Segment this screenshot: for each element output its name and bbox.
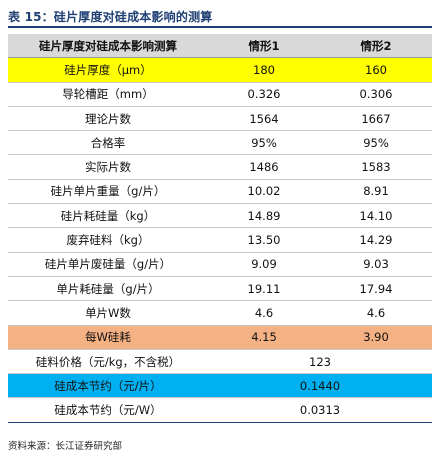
table-row: 导轮槽距（mm） 0.326 0.306 — [8, 82, 432, 107]
header-case2: 情形2 — [320, 34, 432, 59]
row-label: 单片W数 — [8, 300, 208, 326]
row-value-case2: 9.03 — [320, 252, 432, 277]
table-row: 合格率 95% 95% — [8, 130, 432, 156]
row-value-case2: 17.94 — [320, 276, 432, 302]
table-row: 理论片数 1564 1667 — [8, 106, 432, 132]
row-value-case2: 0.306 — [320, 82, 432, 107]
table-row: 单片W数 4.6 4.6 — [8, 300, 432, 326]
row-value-case2: 95% — [320, 130, 432, 156]
row-value-case2: 14.10 — [320, 203, 432, 229]
row-value-case1: 13.50 — [208, 227, 320, 253]
row-value-case2: 3.90 — [320, 325, 432, 350]
header-label: 硅片厚度对硅成本影响测算 — [8, 34, 208, 59]
table-row-saving-per-watt: 硅成本节约（元/W） 0.0313 — [8, 397, 432, 423]
table-row-wafer-thickness: 硅片厚度（μm） 180 160 — [8, 57, 432, 83]
table-header-row: 硅片厚度对硅成本影响测算 情形1 情形2 — [8, 34, 432, 59]
table-row: 硅片耗硅量（kg） 14.89 14.10 — [8, 203, 432, 229]
row-value-case1: 180 — [208, 57, 320, 83]
row-label: 硅片厚度（μm） — [8, 57, 208, 83]
row-value-case1: 1564 — [208, 106, 320, 132]
row-value-case1: 0.326 — [208, 82, 320, 107]
row-label: 每W硅耗 — [8, 325, 208, 350]
table-row: 单片耗硅量（g/片） 19.11 17.94 — [8, 276, 432, 302]
row-value-case1: 19.11 — [208, 276, 320, 302]
row-label: 硅料价格（元/kg，不含税） — [8, 349, 208, 375]
header-case1: 情形1 — [208, 34, 320, 59]
title-divider — [8, 26, 432, 28]
row-value-case2: 14.29 — [320, 227, 432, 253]
row-value-merged: 123 — [208, 349, 432, 375]
row-value-case1: 4.15 — [208, 325, 320, 350]
row-value-merged: 0.0313 — [208, 397, 432, 423]
row-value-case2: 8.91 — [320, 179, 432, 205]
table-row-silicon-per-watt: 每W硅耗 4.15 3.90 — [8, 325, 432, 350]
source-note: 资料来源：长江证券研究部 — [8, 441, 123, 452]
row-value-case2: 1583 — [320, 154, 432, 180]
row-label: 硅成本节约（元/片） — [8, 373, 208, 399]
table-row: 废弃硅料（kg） 13.50 14.29 — [8, 227, 432, 253]
row-value-case1: 1486 — [208, 154, 320, 180]
row-value-case2: 160 — [320, 57, 432, 83]
row-label: 硅片单片废硅量（g/片） — [8, 252, 208, 277]
row-label: 合格率 — [8, 130, 208, 156]
table-row: 硅片单片废硅量（g/片） 9.09 9.03 — [8, 252, 432, 277]
row-value-case1: 14.89 — [208, 203, 320, 229]
row-label: 硅片耗硅量（kg） — [8, 203, 208, 229]
row-value-case2: 4.6 — [320, 300, 432, 326]
row-label: 硅片单片重量（g/片） — [8, 179, 208, 205]
row-label: 实际片数 — [8, 154, 208, 180]
row-label: 废弃硅料（kg） — [8, 227, 208, 253]
row-label: 单片耗硅量（g/片） — [8, 276, 208, 302]
table-row: 硅片单片重量（g/片） 10.02 8.91 — [8, 179, 432, 205]
row-value-case1: 4.6 — [208, 300, 320, 326]
row-label: 导轮槽距（mm） — [8, 82, 208, 107]
row-value-merged: 0.1440 — [208, 373, 432, 399]
row-value-case1: 9.09 — [208, 252, 320, 277]
row-label: 理论片数 — [8, 106, 208, 132]
row-value-case2: 1667 — [320, 106, 432, 132]
row-value-case1: 10.02 — [208, 179, 320, 205]
table-row-saving-per-wafer: 硅成本节约（元/片） 0.1440 — [8, 373, 432, 399]
row-value-case1: 95% — [208, 130, 320, 156]
table-row-silicon-price: 硅料价格（元/kg，不含税） 123 — [8, 349, 432, 375]
cost-table: 硅片厚度对硅成本影响测算 情形1 情形2 硅片厚度（μm） 180 160 导轮… — [8, 34, 432, 423]
table-row: 实际片数 1486 1583 — [8, 154, 432, 180]
table-title: 表 15：硅片厚度对硅成本影响的测算 — [8, 10, 213, 24]
row-label: 硅成本节约（元/W） — [8, 397, 208, 423]
